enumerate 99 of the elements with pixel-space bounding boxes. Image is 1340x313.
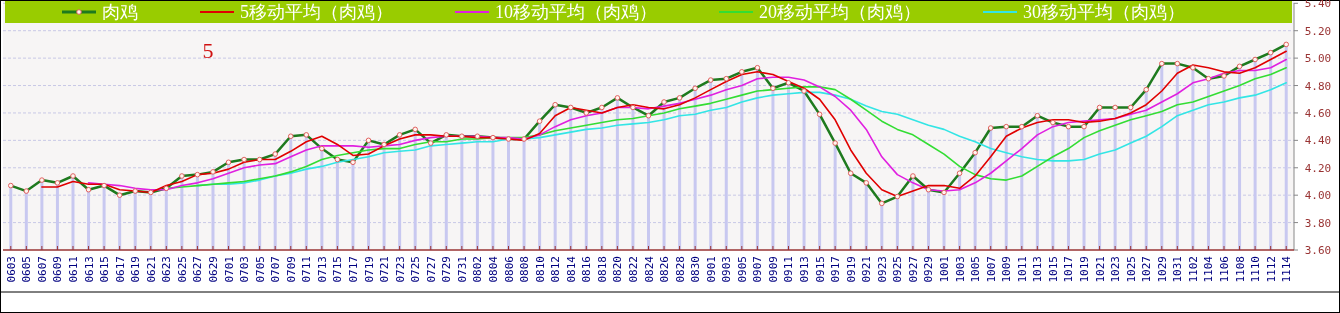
- x-tick-label: 1009: [1000, 256, 1014, 283]
- legend-label: 肉鸡: [102, 2, 138, 22]
- x-tick-label: 0814: [564, 255, 578, 283]
- x-tick-label: 0915: [813, 256, 827, 283]
- x-tick-label: 0701: [222, 256, 236, 283]
- x-tick-label: 0927: [906, 256, 920, 283]
- x-tick-label: 1021: [1093, 256, 1107, 283]
- x-tick-label: 0826: [658, 256, 672, 283]
- x-tick-label: 1001: [938, 256, 952, 283]
- x-tick-label: 1106: [1218, 256, 1232, 283]
- x-tick-label: 0729: [440, 256, 454, 283]
- y-tick-label: 4.60: [1304, 106, 1332, 120]
- x-tick-label: 0917: [829, 256, 843, 283]
- x-tick-label: 0723: [393, 256, 407, 283]
- x-tick-label: 1007: [984, 256, 998, 283]
- x-tick-label: 1013: [1031, 256, 1045, 283]
- x-tick-label: 0808: [518, 256, 532, 283]
- y-tick-label: 4.20: [1304, 161, 1332, 175]
- x-tick-label: 0907: [751, 256, 765, 283]
- x-tick-label: 1017: [1062, 256, 1076, 283]
- y-tick-label: 3.60: [1304, 244, 1332, 257]
- y-tick-label: 4.40: [1304, 134, 1332, 148]
- x-tick-label: 0828: [673, 256, 687, 283]
- x-tick-label: 0707: [269, 256, 283, 283]
- x-tick-label: 0925: [891, 256, 905, 283]
- x-tick-label: 0818: [595, 256, 609, 283]
- x-tick-label: 0713: [315, 256, 329, 283]
- x-tick-label: 1114: [1280, 255, 1294, 283]
- x-tick-label: 1112: [1264, 256, 1278, 283]
- x-tick-label: 1023: [1109, 256, 1123, 283]
- x-tick-label: 0611: [66, 256, 80, 283]
- x-tick-label: 1025: [1124, 256, 1138, 283]
- x-tick-label: 0623: [160, 256, 174, 283]
- x-tick-label: 0901: [704, 256, 718, 283]
- x-tick-label: 0822: [626, 256, 640, 283]
- x-tick-label: 0607: [35, 256, 49, 283]
- x-tick-label: 0802: [471, 256, 485, 283]
- x-tick-label: 0731: [455, 256, 469, 283]
- x-tick-label: 0804: [486, 255, 500, 283]
- x-tick-label: 1110: [1249, 256, 1263, 283]
- x-tick-label: 1102: [1186, 256, 1200, 283]
- x-tick-label: 0911: [782, 256, 796, 283]
- x-tick-label: 0613: [82, 256, 96, 283]
- x-tick-label: 0625: [175, 256, 189, 283]
- x-tick-label: 0709: [284, 256, 298, 283]
- x-tick-label: 0603: [4, 256, 18, 283]
- x-tick-label: 0923: [875, 256, 889, 283]
- x-tick-label: 0715: [331, 256, 345, 283]
- x-tick-label: 0621: [144, 256, 158, 283]
- y-tick-label: 4.00: [1304, 189, 1332, 203]
- legend-label: 30移动平均（肉鸡）: [1023, 2, 1185, 22]
- x-tick-label: 1011: [1015, 256, 1029, 283]
- x-tick-label: 0719: [362, 256, 376, 283]
- x-tick-label: 0929: [922, 256, 936, 283]
- x-tick-label: 1108: [1233, 256, 1247, 283]
- x-tick-label: 0703: [238, 256, 252, 283]
- x-tick-label: 0711: [300, 256, 314, 283]
- x-tick-label: 0629: [206, 256, 220, 283]
- x-tick-label: 0627: [191, 256, 205, 283]
- legend-label: 20移动平均（肉鸡）: [759, 2, 921, 22]
- x-tick-label: 0913: [798, 256, 812, 283]
- x-tick-label: 0816: [580, 256, 594, 283]
- x-tick-label: 1029: [1155, 256, 1169, 283]
- x-tick-label: 0905: [735, 256, 749, 283]
- x-tick-label: 0810: [533, 256, 547, 283]
- x-tick-label: 0619: [129, 256, 143, 283]
- x-tick-label: 1005: [969, 256, 983, 283]
- x-tick-label: 0609: [51, 256, 65, 283]
- x-tick-label: 0909: [766, 256, 780, 283]
- x-tick-label: 0717: [346, 256, 360, 283]
- legend-label: 10移动平均（肉鸡）: [495, 2, 657, 22]
- x-tick-label: 0921: [860, 256, 874, 283]
- x-tick-label: 0806: [502, 256, 516, 283]
- x-tick-label: 0919: [844, 256, 858, 283]
- y-tick-label: 5.20: [1304, 24, 1332, 38]
- x-tick-label: 0824: [642, 255, 656, 283]
- x-tick-label: 0830: [689, 256, 703, 283]
- x-tick-label: 0727: [424, 256, 438, 283]
- annotation: 5: [202, 38, 214, 63]
- legend-label: 5移动平均（肉鸡）: [240, 2, 393, 22]
- x-tick-label: 1019: [1078, 256, 1092, 283]
- x-tick-label: 0725: [409, 256, 423, 283]
- x-tick-label: 1027: [1140, 256, 1154, 283]
- y-tick-label: 4.80: [1304, 79, 1332, 93]
- x-tick-label: 1104: [1202, 255, 1216, 283]
- x-tick-label: 0615: [98, 256, 112, 283]
- y-tick-label: 3.80: [1304, 216, 1332, 230]
- x-tick-label: 0705: [253, 256, 267, 283]
- x-tick-label: 1031: [1171, 256, 1185, 283]
- x-tick-label: 0605: [20, 256, 34, 283]
- x-tick-label: 0820: [611, 256, 625, 283]
- y-tick-label: 5.00: [1304, 52, 1332, 66]
- x-tick-label: 1015: [1046, 256, 1060, 283]
- x-tick-label: 1003: [953, 256, 967, 283]
- x-tick-label: 0617: [113, 256, 127, 283]
- y-tick-label: 5.40: [1304, 0, 1332, 11]
- x-tick-label: 0903: [720, 256, 734, 283]
- x-tick-label: 0721: [378, 256, 392, 283]
- x-tick-label: 0812: [549, 256, 563, 283]
